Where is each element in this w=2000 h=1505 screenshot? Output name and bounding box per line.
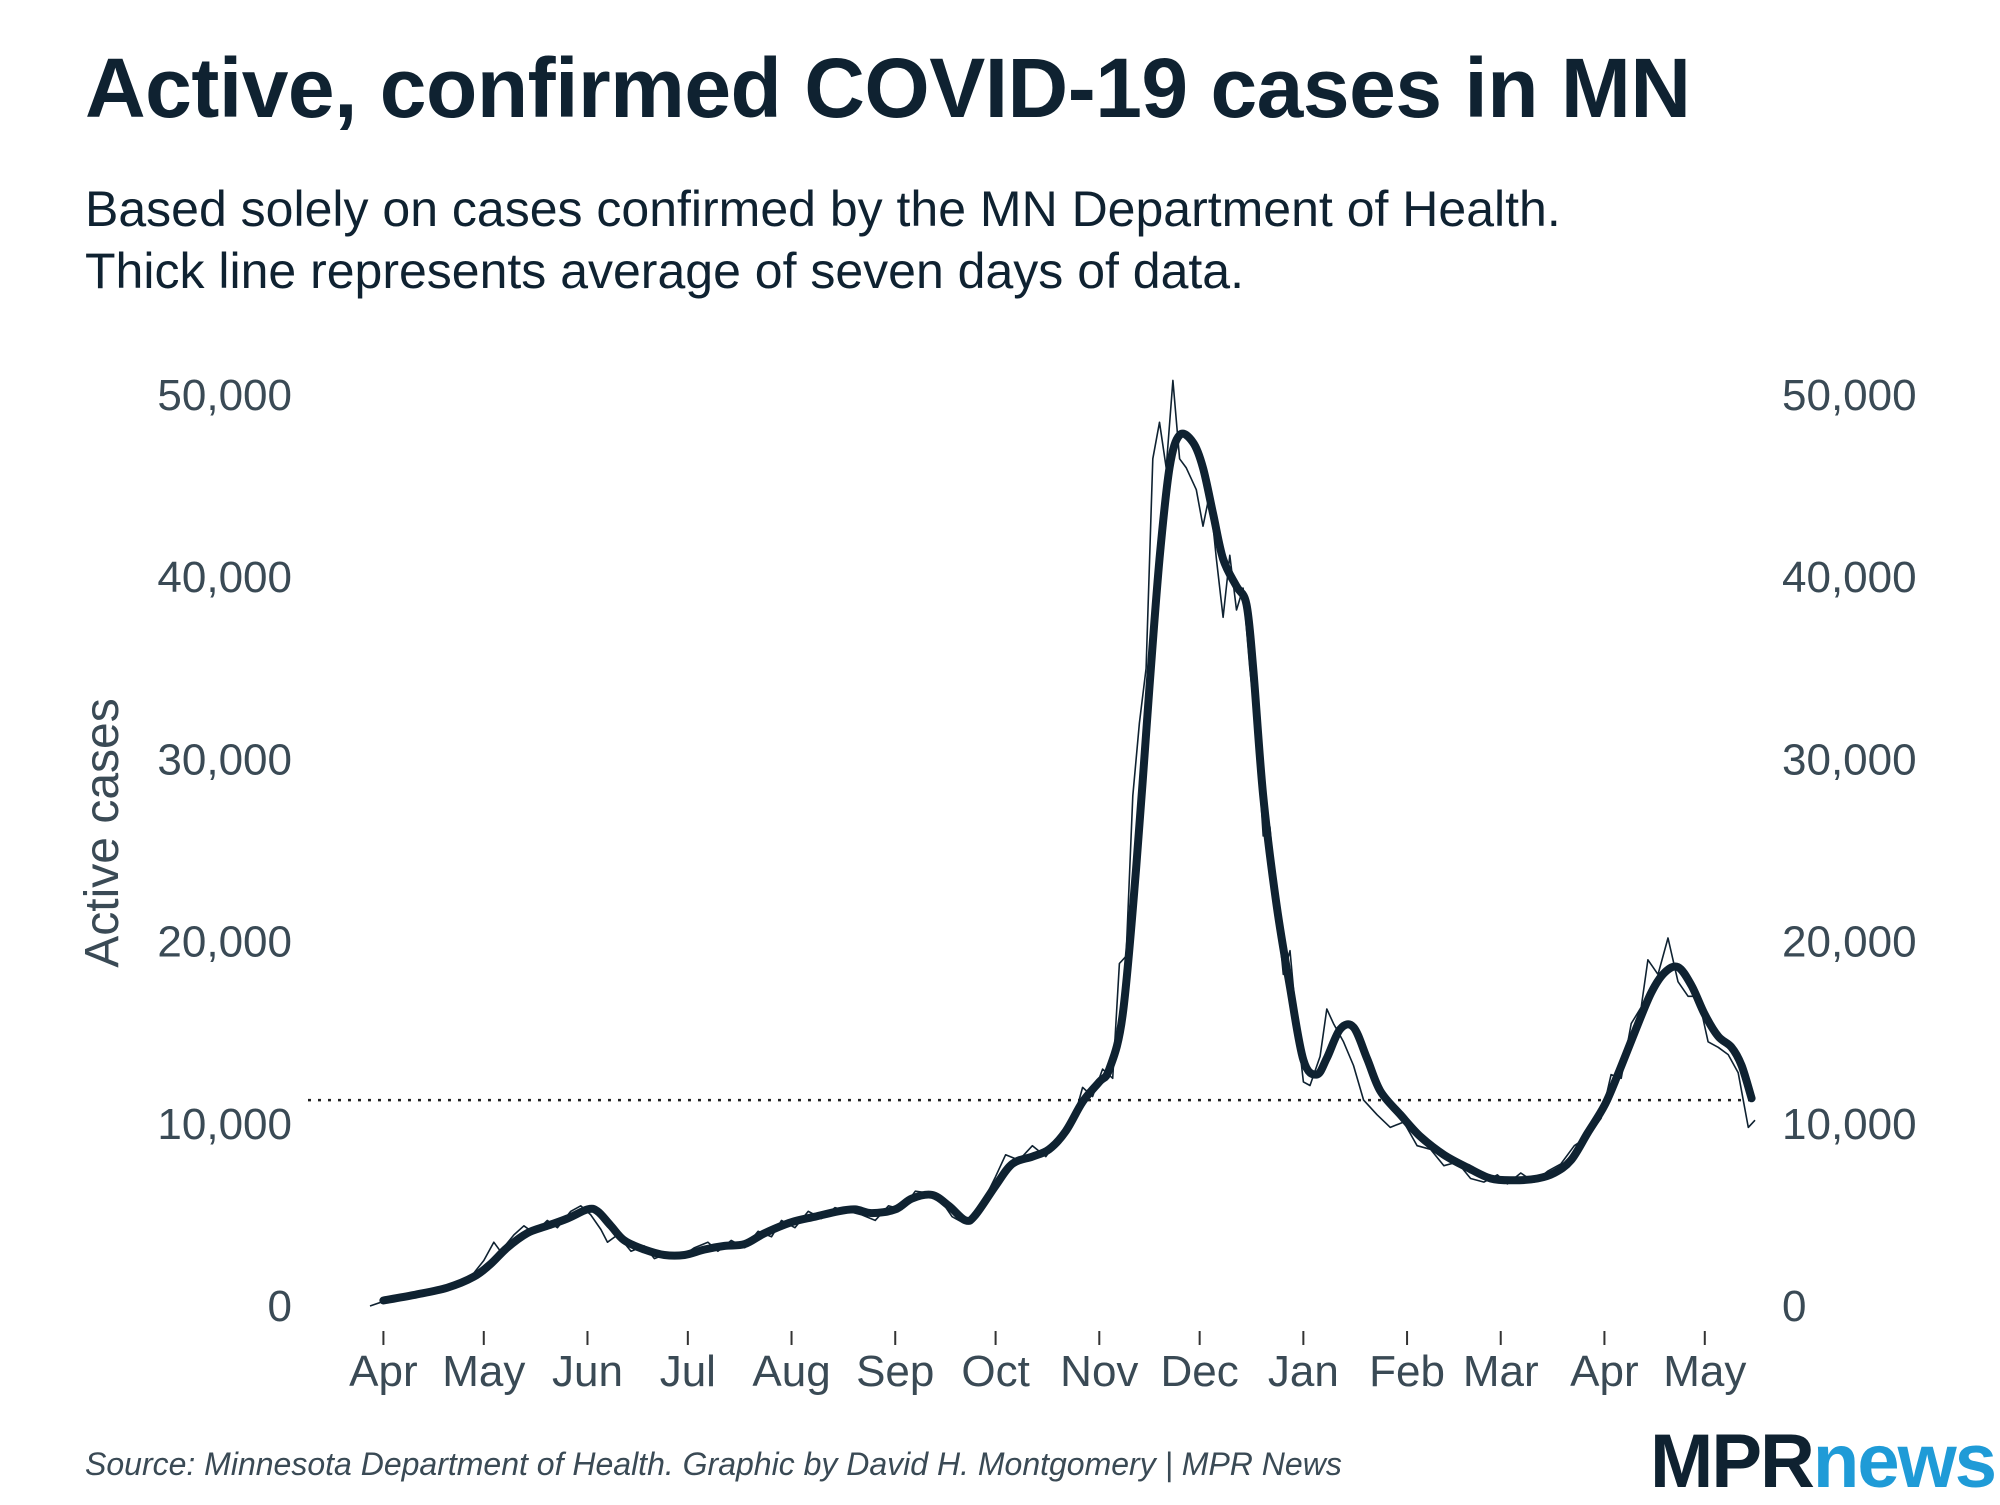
x-tick-label: Oct — [961, 1347, 1029, 1396]
y-axis-right: 0 10,000 20,000 30,000 40,000 50,000 — [1782, 371, 1917, 1331]
y-tick-label-left: 10,000 — [157, 1100, 292, 1149]
x-tick-label: May — [442, 1347, 525, 1396]
x-tick-label: Jun — [552, 1347, 623, 1396]
series-line-daily — [369, 379, 1756, 1307]
y-tick-label-left: 20,000 — [157, 918, 292, 967]
series-line-7day-average — [379, 429, 1756, 1305]
y-tick-label-left: 0 — [268, 1282, 292, 1331]
y-tick-label-left: 30,000 — [157, 735, 292, 784]
x-tick-label: Apr — [349, 1347, 417, 1396]
mpr-news-logo: MPRnews — [1650, 1418, 1997, 1505]
chart-subtitle: Based solely on cases confirmed by the M… — [85, 178, 1561, 302]
x-tick-label: May — [1663, 1347, 1746, 1396]
x-tick-label: Jan — [1268, 1347, 1339, 1396]
y-tick-label-right: 10,000 — [1782, 1100, 1917, 1149]
x-tick-label: Aug — [752, 1347, 830, 1396]
x-tick-label: Feb — [1369, 1347, 1445, 1396]
y-tick-label-left: 40,000 — [157, 553, 292, 602]
y-tick-label-left: 50,000 — [157, 371, 292, 420]
subtitle-line-2: Thick line represents average of seven d… — [85, 243, 1244, 299]
logo-news: news — [1812, 1419, 1997, 1504]
x-tick-label: Dec — [1161, 1347, 1239, 1396]
chart-title: Active, confirmed COVID-19 cases in MN — [85, 41, 1691, 135]
x-tick-label: Apr — [1570, 1347, 1638, 1396]
source-note: Source: Minnesota Department of Health. … — [85, 1446, 1342, 1482]
y-tick-label-right: 30,000 — [1782, 735, 1917, 784]
x-tick-label: Nov — [1060, 1347, 1138, 1396]
x-tick-label: Sep — [856, 1347, 934, 1396]
y-tick-label-right: 20,000 — [1782, 918, 1917, 967]
x-tick-label: Jul — [660, 1347, 716, 1396]
y-axis-left: 0 10,000 20,000 30,000 40,000 50,000 — [157, 371, 292, 1331]
subtitle-line-1: Based solely on cases confirmed by the M… — [85, 181, 1561, 237]
y-tick-label-right: 0 — [1782, 1282, 1806, 1331]
y-tick-label-right: 50,000 — [1782, 371, 1917, 420]
y-axis-label: Active cases — [76, 698, 129, 967]
x-axis: Apr May Jun Jul Aug Sep Oct Nov Dec Jan Feb Mar Apr M… — [349, 1331, 1746, 1396]
x-tick-label: Mar — [1463, 1347, 1539, 1396]
y-tick-label-right: 40,000 — [1782, 553, 1917, 602]
logo-mpr: MPR — [1650, 1419, 1815, 1504]
series-group — [369, 379, 1756, 1307]
